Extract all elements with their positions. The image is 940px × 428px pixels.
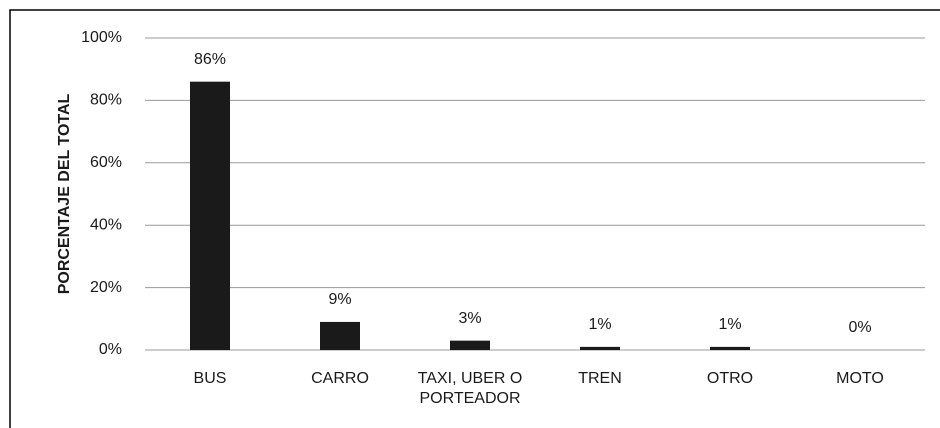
bar xyxy=(190,81,230,351)
y-tick-label: 80% xyxy=(90,92,122,109)
chart-frame xyxy=(9,9,940,428)
x-tick-label: TAXI, UBER O PORTEADOR xyxy=(417,370,523,407)
y-axis-label: PORCENTAJE DEL TOTAL xyxy=(56,93,73,294)
y-tick-label: 0% xyxy=(99,341,122,358)
value-label: 1% xyxy=(588,316,611,333)
bar xyxy=(320,321,360,350)
x-tick-label: TREN xyxy=(578,370,622,387)
value-label: 1% xyxy=(718,316,741,333)
y-tick-label: 60% xyxy=(90,154,122,171)
value-label: 0% xyxy=(848,319,871,336)
value-label: 3% xyxy=(458,310,481,327)
bar xyxy=(580,346,620,350)
x-tick-label: BUS xyxy=(193,370,227,387)
bar xyxy=(450,340,490,350)
x-tick-label: OTRO xyxy=(706,370,754,387)
bar xyxy=(710,346,750,350)
x-tick-label: MOTO xyxy=(836,370,884,387)
y-tick-label: 40% xyxy=(90,216,122,233)
value-label: 9% xyxy=(328,291,351,308)
y-tick-label: 20% xyxy=(90,279,122,296)
y-tick-label: 100% xyxy=(81,29,122,46)
value-label: 86% xyxy=(194,51,226,68)
x-tick-label: CARRO xyxy=(311,370,369,387)
